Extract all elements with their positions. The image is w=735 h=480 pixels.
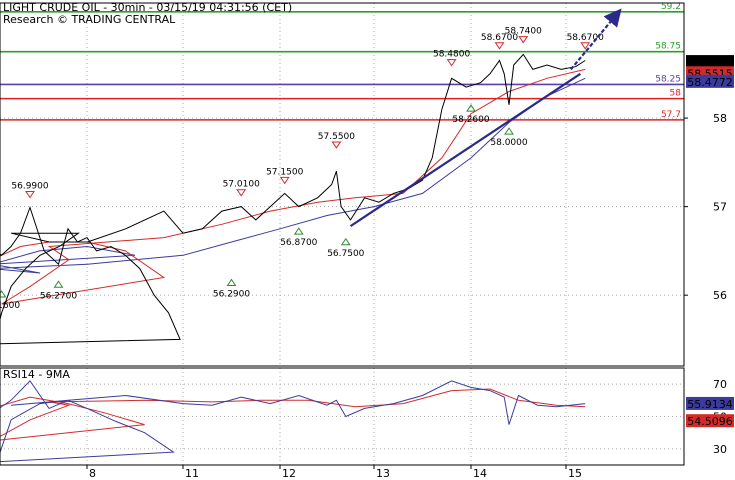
ma-value-tag-text: 58.4772 xyxy=(687,76,733,89)
rsi-value-tag: 55.9134 xyxy=(686,396,734,411)
low-label: 58.2600 xyxy=(452,115,489,125)
low-marker-icon xyxy=(504,127,514,135)
price-annotations: 56.9900 56.1600 56.2700 57.0100 56.2900 57.15… xyxy=(0,27,604,311)
current-price-tag-text: 58.61 xyxy=(694,56,726,69)
price-tick-label: 57 xyxy=(713,201,727,214)
price-line xyxy=(0,53,586,345)
low-marker-icon xyxy=(0,290,7,298)
rsi-ma-value-tag: 54.5096 xyxy=(686,414,734,428)
support-resistance-levels: 59.2 58.75 58.25 58 57.7 xyxy=(0,2,684,121)
rsi-panel-frame xyxy=(0,367,685,466)
high-marker-icon xyxy=(236,189,247,197)
high-label: 58.7400 xyxy=(505,27,542,37)
high-marker-icon xyxy=(446,59,457,67)
high-marker-icon xyxy=(25,191,35,199)
ma-fast-line xyxy=(0,68,586,305)
rsi-tick-label: 70 xyxy=(713,378,727,391)
high-marker-icon xyxy=(331,141,342,149)
low-label: 58.0000 xyxy=(490,138,527,148)
level-label: 58.75 xyxy=(655,42,681,52)
high-label: 58.4800 xyxy=(433,50,470,60)
level-label: 57.7 xyxy=(661,110,681,120)
level-label: 59.2 xyxy=(661,2,681,12)
high-label: 57.5500 xyxy=(318,132,355,142)
x-tick-label: 8 xyxy=(89,467,96,480)
x-tick-label: 13 xyxy=(376,467,390,480)
trendline xyxy=(349,72,582,228)
rsi-ma-value-tag-bg xyxy=(686,414,734,428)
x-tick-label: 14 xyxy=(473,467,487,480)
x-tick-label: 11 xyxy=(185,467,199,480)
low-marker-icon xyxy=(466,104,476,112)
low-label: 56.2700 xyxy=(40,291,77,301)
ma-value-tag: 58.4772 xyxy=(686,74,734,89)
low-label: 56.1600 xyxy=(0,301,20,311)
current-price-tag-bg xyxy=(686,55,734,69)
low-label: 56.8700 xyxy=(280,238,317,248)
price-series xyxy=(0,53,586,345)
low-marker-icon xyxy=(53,280,64,288)
rsi-ma-value-tag-text: 54.5096 xyxy=(687,415,733,428)
price-panel-frame xyxy=(0,2,685,367)
rsi-tick-label: 30 xyxy=(713,443,727,456)
chart-title: LIGHT CRUDE OIL - 30min - 03/15/19 04:31… xyxy=(3,1,292,14)
low-marker-icon xyxy=(226,278,237,286)
high-label: 57.0100 xyxy=(223,180,260,190)
price-tick-label: 56 xyxy=(713,289,727,302)
low-marker-icon xyxy=(293,227,304,235)
price-grid xyxy=(0,3,684,366)
high-label: 58.6700 xyxy=(567,33,604,43)
high-marker-icon xyxy=(279,176,290,185)
ma-slow-line xyxy=(0,77,586,274)
rsi-series xyxy=(0,380,586,463)
level-label: 58 xyxy=(670,89,682,99)
trendlines xyxy=(349,8,622,228)
high-marker-icon xyxy=(518,36,529,44)
level-label: 58.25 xyxy=(655,74,681,84)
high-marker-icon xyxy=(580,42,591,50)
rsi-value-tag-text: 55.9134 xyxy=(687,398,733,411)
price-tick-label: 58 xyxy=(713,112,727,125)
chart-subtitle: Research © TRADING CENTRAL xyxy=(3,13,176,26)
rsi-title: RSI14 - 9MA xyxy=(3,368,70,381)
current-price-tag: 58.61 xyxy=(686,55,734,69)
rsi-line xyxy=(0,380,586,463)
trendline xyxy=(569,8,622,71)
low-label: 56.7500 xyxy=(327,249,364,259)
high-label: 57.1500 xyxy=(266,167,303,177)
rsi-value-tag-bg xyxy=(686,396,734,410)
low-marker-icon xyxy=(340,237,351,246)
high-label: 58.6700 xyxy=(481,33,518,43)
ma-value-tag-bg xyxy=(686,74,734,88)
rsi-grid xyxy=(0,368,684,465)
low-label: 56.2900 xyxy=(213,289,250,299)
x-tick-label: 15 xyxy=(568,467,582,480)
high-label: 56.9900 xyxy=(11,182,48,192)
x-tick-label: 12 xyxy=(282,467,296,480)
high-marker-icon xyxy=(494,42,505,50)
